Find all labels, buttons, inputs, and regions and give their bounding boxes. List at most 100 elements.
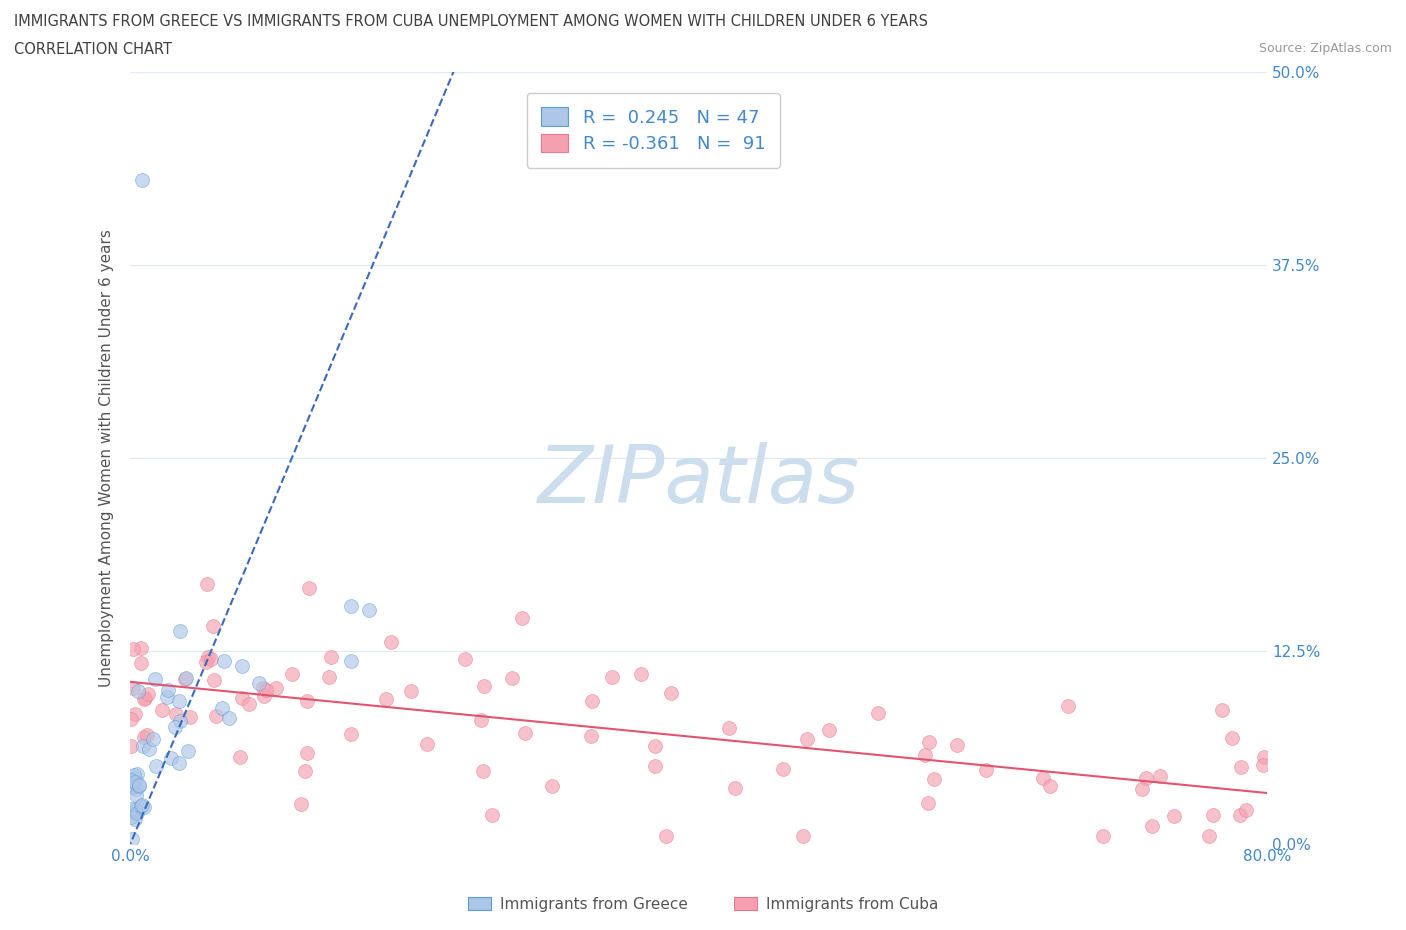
Point xyxy=(122,767,145,782)
Point xyxy=(1163,808,1185,823)
Legend: Immigrants from Greece, Immigrants from Cuba: Immigrants from Greece, Immigrants from … xyxy=(461,890,945,918)
Point xyxy=(1130,782,1153,797)
Point xyxy=(124,781,146,796)
Point xyxy=(1202,807,1225,822)
Point xyxy=(121,775,143,790)
Point xyxy=(128,779,150,794)
Point xyxy=(134,692,156,707)
Point xyxy=(131,798,153,813)
Point xyxy=(501,671,523,685)
Point xyxy=(252,681,274,696)
Point xyxy=(1253,750,1275,764)
Point xyxy=(1198,829,1220,844)
Point xyxy=(156,689,179,704)
Point xyxy=(264,681,287,696)
Point xyxy=(644,738,666,753)
Point xyxy=(281,667,304,682)
Point xyxy=(659,685,682,700)
Point xyxy=(150,703,173,718)
Point xyxy=(128,777,150,792)
Point xyxy=(254,683,277,698)
Point xyxy=(174,671,197,686)
Point xyxy=(127,767,149,782)
Point xyxy=(120,739,142,754)
Point xyxy=(229,750,252,764)
Point xyxy=(453,651,475,666)
Point xyxy=(136,728,159,743)
Point xyxy=(122,642,145,657)
Point xyxy=(165,707,187,722)
Point xyxy=(723,780,745,795)
Point xyxy=(120,711,142,726)
Point xyxy=(134,691,156,706)
Point xyxy=(247,675,270,690)
Point xyxy=(321,650,343,665)
Point xyxy=(194,655,217,670)
Point xyxy=(145,759,167,774)
Point xyxy=(122,805,145,820)
Point xyxy=(974,763,997,777)
Point xyxy=(127,684,149,698)
Point xyxy=(124,802,146,817)
Point xyxy=(202,618,225,633)
Point xyxy=(131,173,153,188)
Point xyxy=(157,683,180,698)
Point xyxy=(914,747,936,762)
Point xyxy=(510,611,533,626)
Point xyxy=(1039,778,1062,793)
Point xyxy=(218,711,240,725)
Point xyxy=(792,829,814,844)
Point xyxy=(138,741,160,756)
Point xyxy=(1135,771,1157,786)
Point xyxy=(124,771,146,786)
Point xyxy=(136,686,159,701)
Point xyxy=(120,802,142,817)
Point xyxy=(195,577,218,591)
Point xyxy=(214,654,236,669)
Point xyxy=(167,694,190,709)
Point xyxy=(174,671,197,685)
Point xyxy=(124,775,146,790)
Point xyxy=(375,692,398,707)
Point xyxy=(471,764,494,778)
Point xyxy=(238,697,260,711)
Point xyxy=(630,666,652,681)
Point xyxy=(1222,731,1244,746)
Point xyxy=(600,670,623,684)
Point xyxy=(357,603,380,618)
Point xyxy=(917,796,939,811)
Point xyxy=(1149,769,1171,784)
Point xyxy=(122,777,145,792)
Point xyxy=(129,641,152,656)
Text: ZIPatlas: ZIPatlas xyxy=(537,443,860,520)
Point xyxy=(644,759,666,774)
Point xyxy=(179,710,201,724)
Point xyxy=(297,746,319,761)
Y-axis label: Unemployment Among Women with Children Under 6 years: Unemployment Among Women with Children U… xyxy=(100,229,114,687)
Point xyxy=(124,812,146,827)
Point xyxy=(124,707,146,722)
Point xyxy=(581,728,603,743)
Point xyxy=(513,725,536,740)
Point xyxy=(1031,770,1053,785)
Point xyxy=(129,799,152,814)
Point xyxy=(796,732,818,747)
Point xyxy=(1229,807,1251,822)
Point xyxy=(125,806,148,821)
Point xyxy=(1057,698,1080,713)
Point xyxy=(340,654,363,669)
Point xyxy=(200,651,222,666)
Point xyxy=(142,732,165,747)
Point xyxy=(772,762,794,777)
Point xyxy=(132,738,155,753)
Point xyxy=(318,670,340,684)
Point xyxy=(474,679,496,694)
Text: IMMIGRANTS FROM GREECE VS IMMIGRANTS FROM CUBA UNEMPLOYMENT AMONG WOMEN WITH CHI: IMMIGRANTS FROM GREECE VS IMMIGRANTS FRO… xyxy=(14,14,928,29)
Point xyxy=(1092,829,1115,844)
Point xyxy=(294,764,316,778)
Point xyxy=(1251,758,1274,773)
Point xyxy=(197,650,219,665)
Point xyxy=(918,735,941,750)
Point xyxy=(922,771,945,786)
Point xyxy=(340,726,363,741)
